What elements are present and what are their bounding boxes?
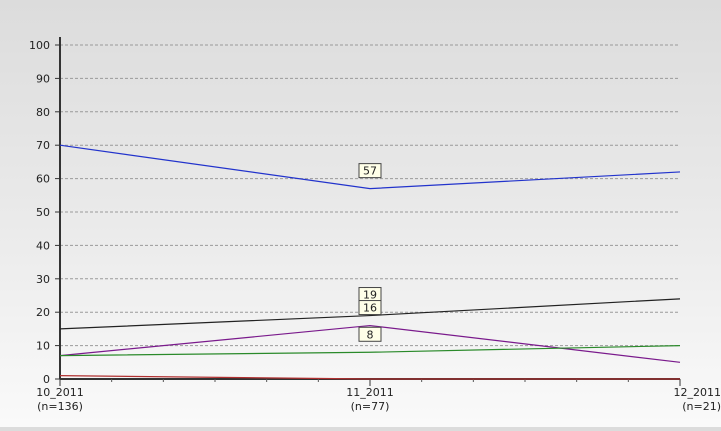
y-tick-label: 20 (36, 306, 50, 319)
x-tick-count-label: (n=21) (682, 400, 721, 413)
y-tick-label: 60 (36, 173, 50, 186)
y-tick-label: 70 (36, 139, 50, 152)
data-label: 57 (363, 165, 377, 178)
x-tick-label: 11_2011 (346, 386, 394, 399)
y-tick-label: 50 (36, 206, 50, 219)
y-tick-label: 10 (36, 340, 50, 353)
x-tick-count-label: (n=77) (351, 400, 390, 413)
y-tick-label: 90 (36, 72, 50, 85)
y-tick-label: 0 (43, 373, 50, 386)
y-tick-label: 80 (36, 106, 50, 119)
y-tick-label: 100 (29, 39, 50, 52)
data-label: 19 (363, 289, 377, 302)
x-tick-label: 12_2011 (674, 386, 721, 399)
x-tick-label: 10_2011 (36, 386, 84, 399)
y-tick-label: 30 (36, 273, 50, 286)
y-tick-label: 40 (36, 239, 50, 252)
x-tick-count-label: (n=136) (37, 400, 83, 413)
data-label: 8 (367, 328, 374, 341)
data-label: 16 (363, 302, 377, 315)
